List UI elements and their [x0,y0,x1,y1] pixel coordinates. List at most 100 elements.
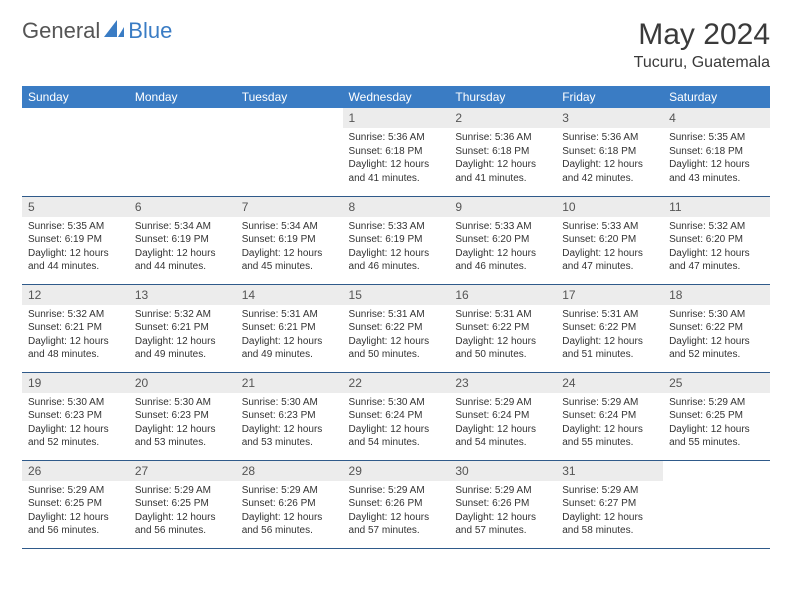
calendar-cell: 26Sunrise: 5:29 AMSunset: 6:25 PMDayligh… [22,460,129,548]
day-number: 18 [663,285,770,305]
calendar-cell: 22Sunrise: 5:30 AMSunset: 6:24 PMDayligh… [343,372,450,460]
day-details: Sunrise: 5:30 AMSunset: 6:24 PMDaylight:… [343,393,450,454]
calendar-week-row: 12Sunrise: 5:32 AMSunset: 6:21 PMDayligh… [22,284,770,372]
day-details: Sunrise: 5:35 AMSunset: 6:19 PMDaylight:… [22,217,129,278]
calendar-cell: 24Sunrise: 5:29 AMSunset: 6:24 PMDayligh… [556,372,663,460]
day-details: Sunrise: 5:29 AMSunset: 6:26 PMDaylight:… [236,481,343,542]
calendar-cell: 16Sunrise: 5:31 AMSunset: 6:22 PMDayligh… [449,284,556,372]
day-number: 20 [129,373,236,393]
day-number: 9 [449,197,556,217]
weekday-header: Thursday [449,86,556,108]
weekday-header: Monday [129,86,236,108]
day-details: Sunrise: 5:34 AMSunset: 6:19 PMDaylight:… [236,217,343,278]
day-number: 25 [663,373,770,393]
calendar-header-row: SundayMondayTuesdayWednesdayThursdayFrid… [22,86,770,108]
calendar-week-row: 19Sunrise: 5:30 AMSunset: 6:23 PMDayligh… [22,372,770,460]
calendar-cell: 13Sunrise: 5:32 AMSunset: 6:21 PMDayligh… [129,284,236,372]
weekday-header: Tuesday [236,86,343,108]
weekday-header: Sunday [22,86,129,108]
weekday-header: Friday [556,86,663,108]
logo-sail-icon [104,20,124,43]
calendar-cell: 17Sunrise: 5:31 AMSunset: 6:22 PMDayligh… [556,284,663,372]
calendar-cell: 29Sunrise: 5:29 AMSunset: 6:26 PMDayligh… [343,460,450,548]
day-details: Sunrise: 5:36 AMSunset: 6:18 PMDaylight:… [556,128,663,189]
calendar-cell: 10Sunrise: 5:33 AMSunset: 6:20 PMDayligh… [556,196,663,284]
day-number: 16 [449,285,556,305]
calendar-week-row: 5Sunrise: 5:35 AMSunset: 6:19 PMDaylight… [22,196,770,284]
day-details: Sunrise: 5:29 AMSunset: 6:24 PMDaylight:… [449,393,556,454]
day-details: Sunrise: 5:33 AMSunset: 6:20 PMDaylight:… [449,217,556,278]
calendar-cell: 7Sunrise: 5:34 AMSunset: 6:19 PMDaylight… [236,196,343,284]
day-details: Sunrise: 5:29 AMSunset: 6:25 PMDaylight:… [663,393,770,454]
day-number: 13 [129,285,236,305]
day-details: Sunrise: 5:31 AMSunset: 6:22 PMDaylight:… [449,305,556,366]
calendar-table: SundayMondayTuesdayWednesdayThursdayFrid… [22,86,770,549]
day-details: Sunrise: 5:29 AMSunset: 6:25 PMDaylight:… [129,481,236,542]
day-number: 14 [236,285,343,305]
day-number: 17 [556,285,663,305]
day-details: Sunrise: 5:29 AMSunset: 6:26 PMDaylight:… [343,481,450,542]
day-number: 5 [22,197,129,217]
calendar-cell [236,108,343,196]
day-number: 31 [556,461,663,481]
logo-text-general: General [22,18,100,44]
day-number: 19 [22,373,129,393]
logo: General Blue [22,18,172,44]
day-details: Sunrise: 5:29 AMSunset: 6:27 PMDaylight:… [556,481,663,542]
calendar-cell: 18Sunrise: 5:30 AMSunset: 6:22 PMDayligh… [663,284,770,372]
day-details: Sunrise: 5:34 AMSunset: 6:19 PMDaylight:… [129,217,236,278]
weekday-header: Saturday [663,86,770,108]
day-number: 24 [556,373,663,393]
calendar-week-row: 26Sunrise: 5:29 AMSunset: 6:25 PMDayligh… [22,460,770,548]
calendar-cell: 31Sunrise: 5:29 AMSunset: 6:27 PMDayligh… [556,460,663,548]
calendar-cell: 11Sunrise: 5:32 AMSunset: 6:20 PMDayligh… [663,196,770,284]
calendar-body: 1Sunrise: 5:36 AMSunset: 6:18 PMDaylight… [22,108,770,548]
calendar-cell: 20Sunrise: 5:30 AMSunset: 6:23 PMDayligh… [129,372,236,460]
day-details: Sunrise: 5:30 AMSunset: 6:23 PMDaylight:… [22,393,129,454]
day-details: Sunrise: 5:30 AMSunset: 6:22 PMDaylight:… [663,305,770,366]
calendar-cell: 2Sunrise: 5:36 AMSunset: 6:18 PMDaylight… [449,108,556,196]
calendar-cell: 14Sunrise: 5:31 AMSunset: 6:21 PMDayligh… [236,284,343,372]
day-details: Sunrise: 5:32 AMSunset: 6:20 PMDaylight:… [663,217,770,278]
day-details: Sunrise: 5:31 AMSunset: 6:22 PMDaylight:… [556,305,663,366]
day-number: 3 [556,108,663,128]
day-number: 30 [449,461,556,481]
day-number: 28 [236,461,343,481]
day-number: 6 [129,197,236,217]
day-number: 11 [663,197,770,217]
calendar-cell: 28Sunrise: 5:29 AMSunset: 6:26 PMDayligh… [236,460,343,548]
calendar-cell: 30Sunrise: 5:29 AMSunset: 6:26 PMDayligh… [449,460,556,548]
day-details: Sunrise: 5:32 AMSunset: 6:21 PMDaylight:… [22,305,129,366]
day-number: 8 [343,197,450,217]
weekday-header: Wednesday [343,86,450,108]
calendar-cell: 23Sunrise: 5:29 AMSunset: 6:24 PMDayligh… [449,372,556,460]
calendar-cell: 1Sunrise: 5:36 AMSunset: 6:18 PMDaylight… [343,108,450,196]
title-block: May 2024 Tucuru, Guatemala [634,18,770,72]
day-details: Sunrise: 5:31 AMSunset: 6:21 PMDaylight:… [236,305,343,366]
day-number: 29 [343,461,450,481]
logo-text-blue: Blue [128,18,172,44]
day-details: Sunrise: 5:35 AMSunset: 6:18 PMDaylight:… [663,128,770,189]
day-details: Sunrise: 5:33 AMSunset: 6:19 PMDaylight:… [343,217,450,278]
day-number: 12 [22,285,129,305]
day-details: Sunrise: 5:29 AMSunset: 6:25 PMDaylight:… [22,481,129,542]
day-number: 10 [556,197,663,217]
calendar-cell: 25Sunrise: 5:29 AMSunset: 6:25 PMDayligh… [663,372,770,460]
day-number: 26 [22,461,129,481]
day-number: 2 [449,108,556,128]
calendar-cell [663,460,770,548]
calendar-cell: 8Sunrise: 5:33 AMSunset: 6:19 PMDaylight… [343,196,450,284]
day-number: 4 [663,108,770,128]
calendar-cell [129,108,236,196]
day-number: 23 [449,373,556,393]
day-number: 21 [236,373,343,393]
calendar-cell: 5Sunrise: 5:35 AMSunset: 6:19 PMDaylight… [22,196,129,284]
calendar-cell: 15Sunrise: 5:31 AMSunset: 6:22 PMDayligh… [343,284,450,372]
calendar-cell: 3Sunrise: 5:36 AMSunset: 6:18 PMDaylight… [556,108,663,196]
calendar-cell: 9Sunrise: 5:33 AMSunset: 6:20 PMDaylight… [449,196,556,284]
day-details: Sunrise: 5:29 AMSunset: 6:24 PMDaylight:… [556,393,663,454]
day-number: 1 [343,108,450,128]
calendar-cell: 12Sunrise: 5:32 AMSunset: 6:21 PMDayligh… [22,284,129,372]
day-details: Sunrise: 5:36 AMSunset: 6:18 PMDaylight:… [449,128,556,189]
day-details: Sunrise: 5:36 AMSunset: 6:18 PMDaylight:… [343,128,450,189]
